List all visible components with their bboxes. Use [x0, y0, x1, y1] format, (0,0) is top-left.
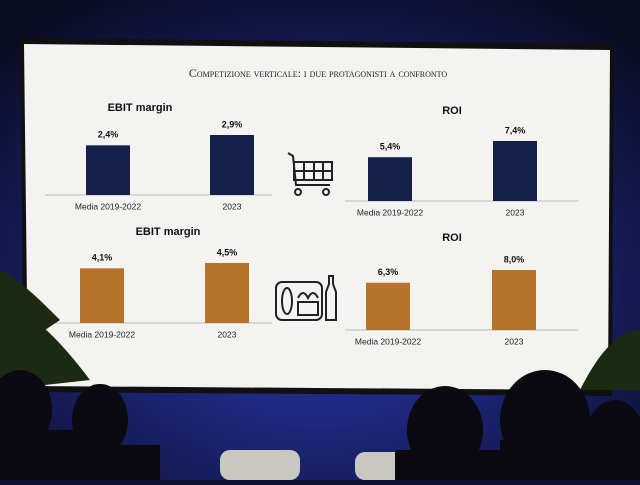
bar [210, 135, 254, 195]
bar [493, 141, 537, 201]
bar [492, 270, 536, 330]
category-label: Media 2019-2022 [357, 207, 423, 217]
chart-title: ROI [442, 105, 462, 117]
bar [368, 157, 412, 201]
value-label: 2,4% [98, 130, 119, 140]
value-label: 6,3% [378, 267, 399, 277]
value-label: 5,4% [380, 142, 401, 152]
category-label: Media 2019-2022 [355, 336, 421, 346]
category-label: 2023 [218, 329, 237, 339]
value-label: 4,1% [92, 253, 113, 263]
chart-title: ROI [442, 232, 462, 244]
slide-title: Competizione verticale: i due protagonis… [189, 66, 448, 80]
slide [24, 44, 610, 390]
category-label: Media 2019-2022 [75, 201, 141, 211]
category-label: 2023 [223, 201, 242, 211]
chart-title: EBIT margin [136, 226, 201, 238]
audience [0, 370, 640, 480]
category-label: 2023 [505, 336, 524, 346]
chart-title: EBIT margin [108, 102, 173, 114]
value-label: 4,5% [217, 247, 238, 257]
bar [86, 145, 130, 195]
cart-icon [287, 152, 333, 196]
value-label: 8,0% [504, 254, 525, 264]
bar [80, 268, 124, 323]
food-icon [275, 275, 337, 321]
value-label: 7,4% [505, 125, 526, 135]
category-label: 2023 [506, 207, 525, 217]
bar [366, 282, 410, 330]
plant [0, 270, 640, 390]
category-label: Media 2019-2022 [69, 329, 135, 339]
bar [205, 263, 249, 323]
value-label: 2,9% [222, 119, 243, 129]
